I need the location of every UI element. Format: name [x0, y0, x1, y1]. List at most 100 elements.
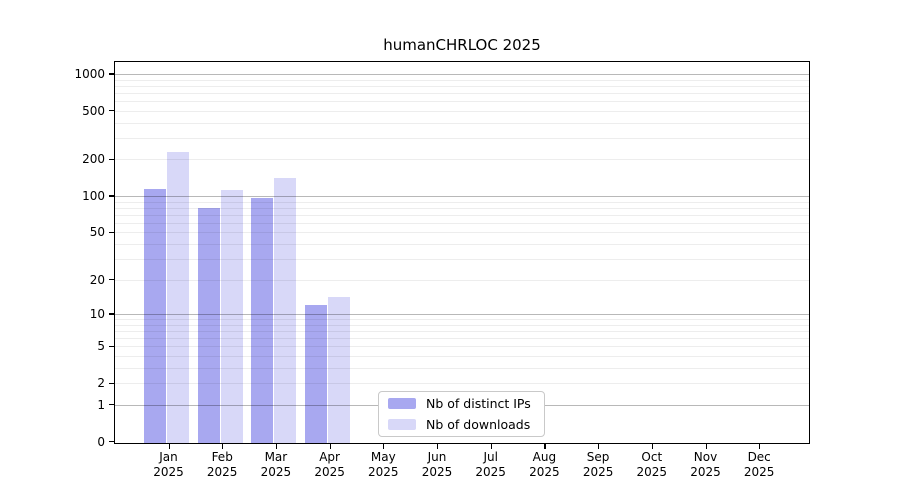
gridline-minor [115, 101, 809, 103]
x-tick-label: Apr 2025 [300, 450, 360, 480]
legend-label-downloads: Nb of downloads [426, 416, 531, 432]
x-tick-month: Sep [586, 450, 610, 464]
x-tick-label: Feb 2025 [192, 450, 252, 480]
x-tick-label: May 2025 [353, 450, 413, 480]
gridline-major [115, 313, 809, 315]
y-tick [109, 231, 114, 233]
gridline-minor [115, 330, 809, 332]
plot-area [114, 61, 810, 444]
gridline-minor [115, 201, 809, 203]
gridline-minor [115, 85, 809, 87]
x-tick-year: 2025 [690, 465, 721, 479]
x-tick-label: Dec 2025 [729, 450, 789, 480]
bar-distinct-ips-feb [197, 208, 220, 443]
bar-downloads-feb [220, 189, 243, 443]
x-tick-label: Nov 2025 [676, 450, 736, 480]
y-tick-label: 100 [82, 188, 105, 203]
y-tick-label: 2 [97, 376, 105, 391]
x-tick-year: 2025 [529, 465, 560, 479]
gridline-major [115, 73, 809, 75]
x-tick-month: Jan [159, 450, 178, 464]
gridline-minor [115, 92, 809, 94]
gridline-major [115, 195, 809, 197]
x-tick-label: Jul 2025 [461, 450, 521, 480]
x-tick [383, 444, 385, 449]
x-tick-month: Jun [427, 450, 447, 464]
gridline-minor [115, 319, 809, 320]
legend-entry-downloads: Nb of downloads [388, 417, 535, 433]
gridline-minor [115, 232, 809, 234]
y-tick-label: 500 [82, 103, 105, 118]
x-tick [275, 444, 278, 449]
gridline-minor [115, 337, 809, 339]
x-tick-year: 2025 [260, 465, 292, 479]
y-tick [109, 313, 114, 315]
gridline-minor [115, 346, 809, 348]
y-tick [109, 195, 114, 197]
x-tick-month: Dec [747, 450, 771, 464]
x-tick-month: Jul [483, 450, 498, 464]
gridline-minor [115, 355, 809, 357]
y-tick-label: 200 [82, 152, 105, 167]
x-tick-month: Apr [319, 450, 340, 464]
gridline-minor [115, 137, 809, 139]
x-tick-label: Sep 2025 [568, 450, 628, 480]
gridline-minor [115, 110, 809, 112]
chart-title: humanCHRLOC 2025 [383, 36, 541, 54]
x-tick [490, 444, 492, 449]
x-tick-month: May [370, 450, 396, 464]
y-tick-label: 0 [97, 434, 105, 449]
x-tick [222, 444, 224, 449]
bar-distinct-ips-jan [144, 189, 166, 443]
x-tick-month: Mar [264, 450, 288, 464]
x-tick-year: 2025 [206, 465, 238, 479]
x-tick-year: 2025 [636, 465, 668, 479]
gridline-minor [115, 79, 809, 81]
x-tick-year: 2025 [582, 465, 614, 479]
gridline-minor [115, 214, 809, 216]
x-tick-year: 2025 [153, 465, 184, 479]
x-tick-year: 2025 [314, 465, 345, 479]
x-tick-label: Aug 2025 [514, 450, 574, 480]
gridline-minor [115, 383, 809, 385]
gridline-minor [115, 243, 809, 245]
x-tick [544, 444, 546, 449]
gridline-minor [115, 207, 809, 209]
x-tick-year: 2025 [421, 465, 453, 479]
legend-label-distinct-ips: Nb of distinct IPs [426, 396, 531, 412]
x-tick [329, 444, 331, 449]
y-tick [109, 382, 114, 384]
gridline-minor [115, 367, 809, 369]
legend-entry-distinct-ips: Nb of distinct IPs [388, 396, 535, 412]
gridline-minor [115, 122, 809, 124]
bar-downloads-apr [328, 297, 351, 443]
gridline-minor [115, 159, 809, 161]
legend-swatch-distinct-ips [388, 398, 416, 410]
y-tick [109, 404, 114, 406]
x-tick-month: Nov [693, 450, 718, 464]
gridline-minor [115, 279, 809, 281]
bar-downloads-mar [274, 177, 297, 443]
x-tick [598, 444, 600, 449]
y-tick [109, 110, 114, 112]
y-tick [109, 345, 114, 347]
y-tick [109, 279, 114, 281]
gridline-minor [115, 258, 809, 260]
x-tick [651, 444, 653, 449]
x-tick-year: 2025 [475, 465, 506, 479]
legend: Nb of distinct IPs Nb of downloads [378, 391, 545, 437]
bar-distinct-ips-mar [251, 198, 274, 443]
x-tick [759, 444, 761, 449]
legend-swatch-downloads [388, 418, 416, 430]
x-tick [705, 444, 707, 449]
bar-downloads-jan [167, 152, 189, 443]
x-tick-month: Aug [532, 450, 557, 464]
y-tick-label: 20 [89, 272, 105, 287]
x-tick [437, 444, 439, 449]
x-tick-label: Oct 2025 [622, 450, 682, 480]
x-tick-month: Feb [211, 450, 233, 464]
y-tick [109, 441, 114, 443]
y-tick-label: 1 [97, 397, 105, 412]
y-tick-label: 50 [89, 225, 105, 240]
